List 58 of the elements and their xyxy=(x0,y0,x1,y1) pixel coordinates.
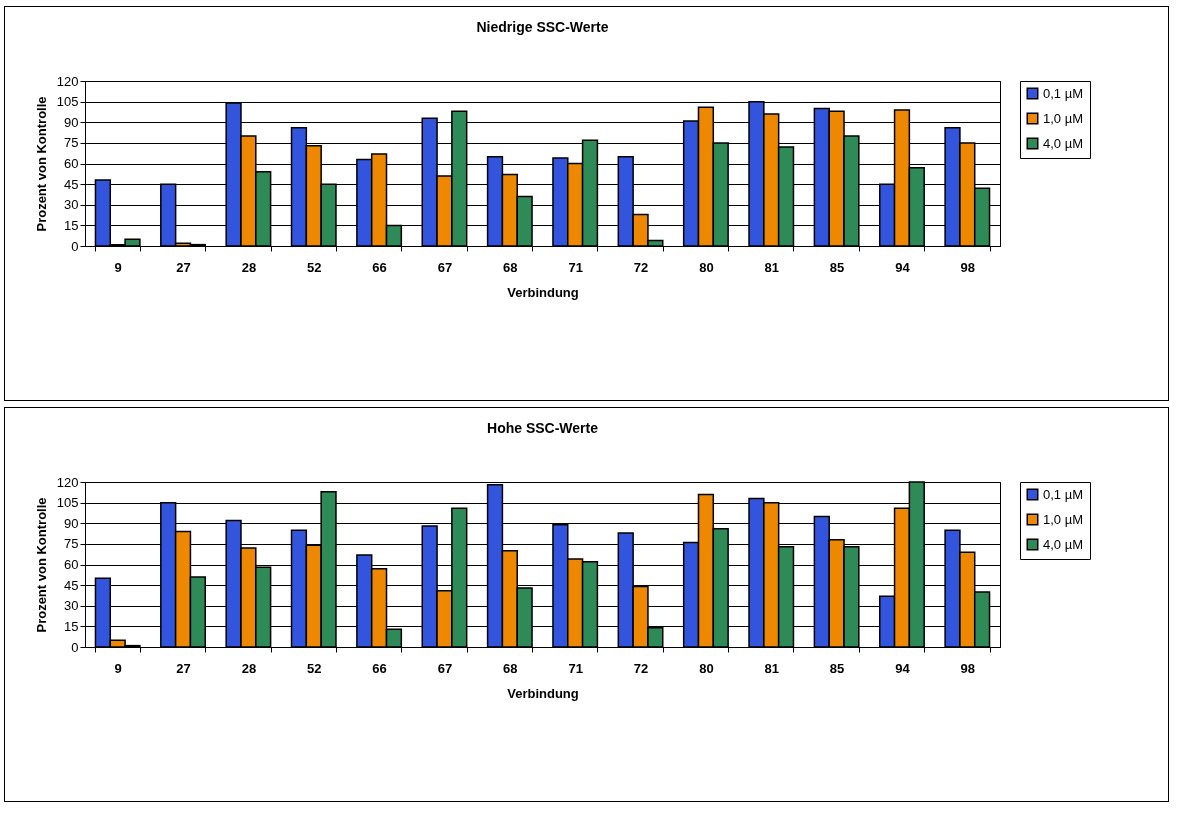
x-tick-label: 81 xyxy=(764,259,779,275)
legend-label: 4,0 µM xyxy=(1043,536,1084,552)
x-tick-label: 66 xyxy=(372,259,387,275)
y-tick-label: 60 xyxy=(64,156,79,171)
x-tick-label: 67 xyxy=(437,259,453,275)
x-tick-label: 85 xyxy=(829,660,845,676)
x-tick-label: 72 xyxy=(633,259,649,275)
x-tick-label: 66 xyxy=(372,660,387,676)
x-tick-label: 28 xyxy=(241,259,257,275)
y-tick-label: 75 xyxy=(64,135,79,151)
y-tick-label: 75 xyxy=(64,536,79,552)
x-tick-label: 98 xyxy=(960,660,976,676)
x-tick-label: 52 xyxy=(307,660,322,676)
x-tick-label: 94 xyxy=(895,259,911,275)
x-tick-label: 81 xyxy=(764,660,779,676)
x-tick-label: 68 xyxy=(503,660,518,676)
x-tick-label: 9 xyxy=(114,259,122,275)
y-tick-label: 90 xyxy=(64,114,79,130)
x-tick-label: 80 xyxy=(699,259,714,275)
y-tick-label: 15 xyxy=(64,217,79,233)
y-tick-label: 105 xyxy=(56,94,79,110)
chart-title: Hohe SSC-Werte xyxy=(487,420,599,436)
legend-label: 0,1 µM xyxy=(1043,85,1084,101)
legend-label: 1,0 µM xyxy=(1043,110,1084,126)
x-tick-label: 80 xyxy=(699,660,714,676)
x-tick-label: 71 xyxy=(568,259,583,275)
y-tick-label: 0 xyxy=(71,238,79,254)
y-tick-label: 0 xyxy=(71,639,79,655)
y-tick-label: 60 xyxy=(64,557,79,572)
x-tick-label: 98 xyxy=(960,259,976,275)
y-axis-title: Prozent von Kontrolle xyxy=(33,497,49,633)
x-tick-label: 27 xyxy=(176,259,191,275)
x-tick-label: 28 xyxy=(241,660,257,676)
legend-label: 4,0 µM xyxy=(1043,135,1084,151)
x-tick-label: 68 xyxy=(503,259,518,275)
y-tick-label: 105 xyxy=(56,495,79,511)
y-tick-label: 90 xyxy=(64,515,79,531)
x-axis-title: Verbindung xyxy=(507,685,579,701)
y-tick-label: 30 xyxy=(64,197,79,213)
x-tick-label: 85 xyxy=(829,259,845,275)
y-axis-title: Prozent von Kontrolle xyxy=(33,96,49,232)
chart-title: Niedrige SSC-Werte xyxy=(476,19,609,35)
x-tick-label: 71 xyxy=(568,660,583,676)
y-tick-label: 30 xyxy=(64,598,79,614)
x-tick-label: 72 xyxy=(633,660,649,676)
x-tick-label: 52 xyxy=(307,259,322,275)
y-tick-label: 45 xyxy=(64,176,79,192)
y-tick-label: 45 xyxy=(64,577,79,593)
legend-label: 0,1 µM xyxy=(1043,486,1084,502)
y-tick-label: 15 xyxy=(64,618,79,634)
y-tick-label: 120 xyxy=(56,73,79,89)
x-axis-title: Verbindung xyxy=(507,284,579,300)
legend-label: 1,0 µM xyxy=(1043,511,1084,527)
y-tick-label: 120 xyxy=(56,474,79,490)
x-tick-label: 67 xyxy=(437,660,453,676)
x-tick-label: 94 xyxy=(895,660,911,676)
x-tick-label: 27 xyxy=(176,660,191,676)
x-tick-label: 9 xyxy=(114,660,122,676)
